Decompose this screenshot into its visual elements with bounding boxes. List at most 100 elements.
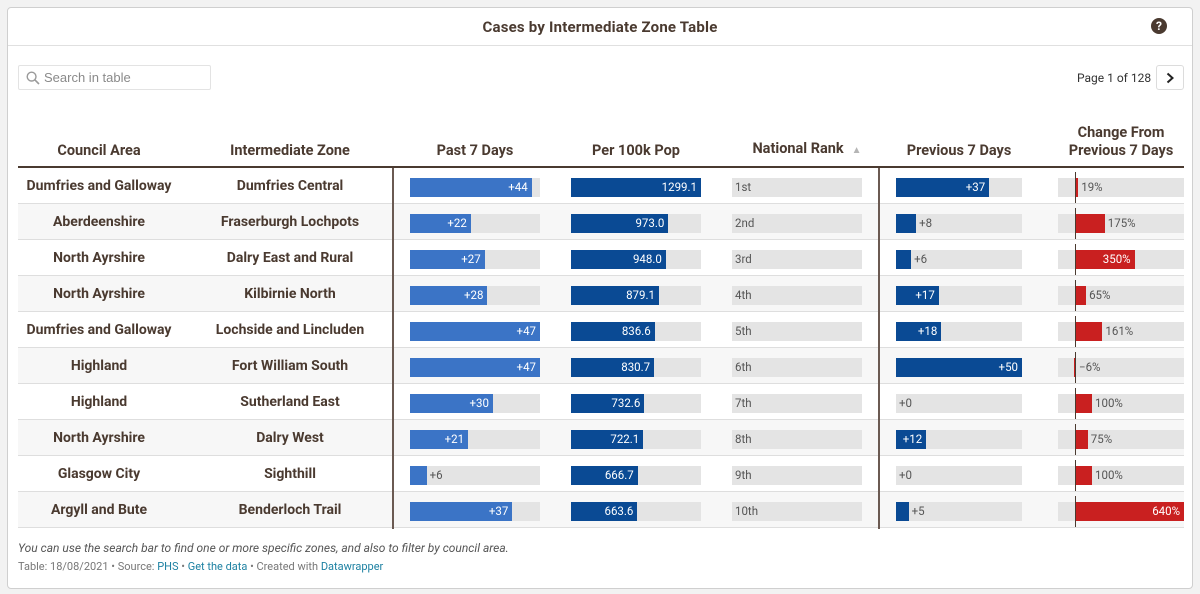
table-row: North Ayrshire Kilbirnie North +28 879.1 4th… (18, 276, 1184, 312)
past7-label: +22 (447, 216, 467, 230)
per100k-label: 732.6 (611, 396, 641, 410)
prev7-label: +5 (911, 504, 925, 518)
per100k-label: 663.6 (604, 504, 634, 518)
zone-cell: Fraserburgh Lochpots (220, 214, 360, 230)
prev7-bar (896, 502, 909, 521)
prev7-track: +0 (896, 466, 1022, 485)
change-zero-line (1075, 172, 1076, 203)
change-track: 65% (1058, 280, 1184, 311)
footer: Table: 18/08/2021 • Source: PHS • Get th… (18, 560, 384, 573)
prev7-bar (896, 286, 939, 305)
per100k-label: 973.0 (635, 216, 665, 230)
col-header-past7[interactable]: Past 7 Days (436, 142, 514, 159)
per100k-label: 948.0 (632, 252, 662, 266)
rank-track: 1st (732, 178, 862, 197)
past7-label: +47 (516, 324, 536, 338)
past7-bar (410, 322, 540, 341)
get-data-link[interactable]: Get the data (187, 560, 248, 573)
change-track: 640% (1058, 496, 1184, 527)
col-header-zone[interactable]: Intermediate Zone (230, 142, 350, 159)
past7-bar (410, 394, 493, 413)
rank-track: 5th (732, 322, 862, 341)
prev7-track: +17 (896, 286, 1022, 305)
past7-bar (410, 430, 469, 449)
per100k-label: 830.7 (621, 360, 651, 374)
rank-label: 5th (735, 324, 752, 338)
zone-cell: Kilbirnie North (244, 286, 336, 302)
table-row: North Ayrshire Dalry East and Rural +27 948… (18, 240, 1184, 276)
change-bar (1075, 430, 1088, 449)
per100k-bar (571, 430, 644, 449)
page-title: Cases by Intermediate Zone Table (482, 18, 718, 36)
question-circle-icon[interactable]: ? (1151, 18, 1167, 34)
past7-track: +22 (410, 214, 540, 233)
past7-bar (410, 466, 427, 485)
per100k-label: 1299.1 (661, 180, 697, 194)
prev7-label: +12 (902, 432, 923, 446)
col-header-council[interactable]: Council Area (57, 142, 141, 159)
zone-cell: Dalry West (256, 430, 324, 446)
past7-track: +28 (410, 286, 540, 305)
change-bar (1075, 466, 1093, 485)
pager-label: Page 1 of 128 (1077, 71, 1152, 85)
change-track: 175% (1058, 208, 1184, 239)
change-track: 100% (1058, 460, 1184, 491)
prev7-label: +37 (965, 180, 986, 194)
per100k-bar (571, 358, 655, 377)
change-label: −6% (1079, 360, 1101, 374)
prev7-track: +37 (896, 178, 1022, 197)
prev7-label: +0 (899, 468, 912, 482)
change-label: 19% (1081, 180, 1103, 194)
next-page-button[interactable] (1156, 65, 1184, 90)
change-bar (1075, 214, 1105, 233)
per100k-bar (571, 250, 666, 269)
rank-label: 3rd (735, 252, 752, 266)
per100k-track: 830.7 (571, 358, 701, 377)
rank-label: 2nd (735, 216, 755, 230)
zone-cell: Dumfries Central (236, 178, 344, 194)
change-zero-line (1075, 388, 1076, 419)
past7-label: +44 (508, 180, 528, 194)
prev7-track: +0 (896, 394, 1022, 413)
table-row: North Ayrshire Dalry West +21 722.1 8th +12 75… (18, 420, 1184, 456)
past7-label: +28 (463, 288, 484, 302)
prev7-track: +8 (896, 214, 1022, 233)
change-bar (1075, 250, 1135, 269)
table-row: Dumfries and Galloway Lochside and Linclu… (18, 312, 1184, 348)
change-track: 19% (1058, 172, 1184, 203)
past7-track: +37 (410, 502, 540, 521)
search-input[interactable] (44, 68, 204, 87)
change-label: 75% (1090, 432, 1113, 446)
per100k-bar (571, 214, 669, 233)
change-label: 161% (1105, 324, 1134, 338)
rank-label: 4th (735, 288, 752, 302)
per100k-bar (571, 466, 638, 485)
prev7-bar (896, 358, 1022, 377)
past7-track: +27 (410, 250, 540, 269)
council-cell: North Ayrshire (53, 286, 145, 302)
prev7-label: +6 (914, 252, 928, 266)
change-label: 100% (1095, 468, 1123, 482)
council-cell: Glasgow City (57, 466, 141, 482)
change-label: 640% (1152, 504, 1180, 518)
change-label: 100% (1095, 396, 1123, 410)
search-box[interactable] (18, 65, 211, 90)
data-table: Council Area Intermediate Zone Past 7 Da… (18, 114, 1184, 528)
past7-bar (410, 214, 471, 233)
prev7-label: +17 (915, 288, 935, 302)
council-cell: Argyll and Bute (50, 502, 148, 518)
col-header-per100k[interactable]: Per 100k Pop (592, 142, 680, 159)
col-header-change[interactable]: Change From Previous 7 Days (1068, 124, 1174, 159)
table-row: Highland Sutherland East +30 732.6 7th +0 100% (18, 384, 1184, 420)
per100k-label: 722.1 (610, 432, 640, 446)
change-bar (1075, 502, 1184, 521)
table-card: Cases by Intermediate Zone Table ? Page … (7, 7, 1193, 589)
col-header-rank[interactable]: National Rank ▲ (752, 140, 862, 157)
col-header-prev7[interactable]: Previous 7 Days (906, 142, 1012, 159)
datawrapper-link[interactable]: Datawrapper (320, 560, 384, 573)
per100k-track: 663.6 (571, 502, 701, 521)
change-label: 175% (1107, 216, 1136, 230)
source-link[interactable]: PHS (157, 560, 179, 573)
council-cell: Dumfries and Galloway (26, 322, 172, 338)
change-label: 350% (1102, 252, 1131, 266)
